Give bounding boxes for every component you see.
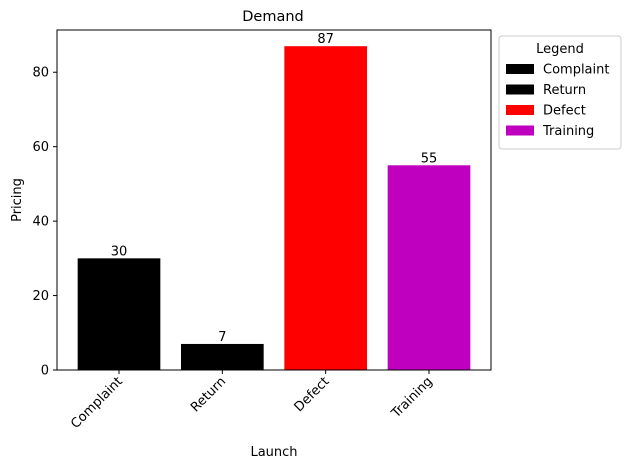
legend-swatch	[506, 125, 534, 136]
legend-swatch	[506, 105, 534, 115]
data-label-complaint: 30	[111, 244, 128, 259]
y-tick-label: 40	[32, 215, 49, 230]
axes-frame	[56, 29, 492, 371]
legend: Legend Complaint Return Defect Training	[498, 35, 622, 150]
legend-title: Legend	[536, 42, 584, 57]
y-tick-label: 0	[41, 364, 49, 379]
y-axis-label: Pricing	[10, 178, 25, 222]
y-tick-label: 20	[32, 289, 49, 304]
x-tick-label: Training	[388, 374, 436, 422]
x-axis-label: Launch	[250, 445, 297, 460]
legend-label: Defect	[543, 104, 586, 119]
x-tick-label: Return	[188, 374, 229, 415]
legend-label: Complaint	[543, 63, 609, 78]
plot-area: 30 7 87 55 0 20 40 60 80 Complaint Return Defect Tra…	[32, 29, 492, 432]
bar-defect	[284, 46, 367, 370]
legend-swatch	[506, 64, 534, 74]
legend-swatch	[506, 84, 534, 95]
x-tick-label: Defect	[292, 374, 333, 415]
data-label-training: 55	[421, 151, 438, 166]
y-tick-label: 80	[32, 66, 49, 81]
chart-title: Demand	[242, 9, 304, 25]
data-label-defect: 87	[317, 32, 334, 47]
x-tick-label: Complaint	[68, 374, 126, 432]
data-label-return: 7	[218, 330, 226, 345]
legend-label: Return	[543, 83, 586, 98]
bar-training	[387, 165, 471, 370]
bar-return	[181, 343, 264, 370]
bar-complaint	[77, 258, 161, 370]
y-tick-label: 60	[32, 140, 49, 155]
legend-label: Training	[542, 124, 594, 139]
